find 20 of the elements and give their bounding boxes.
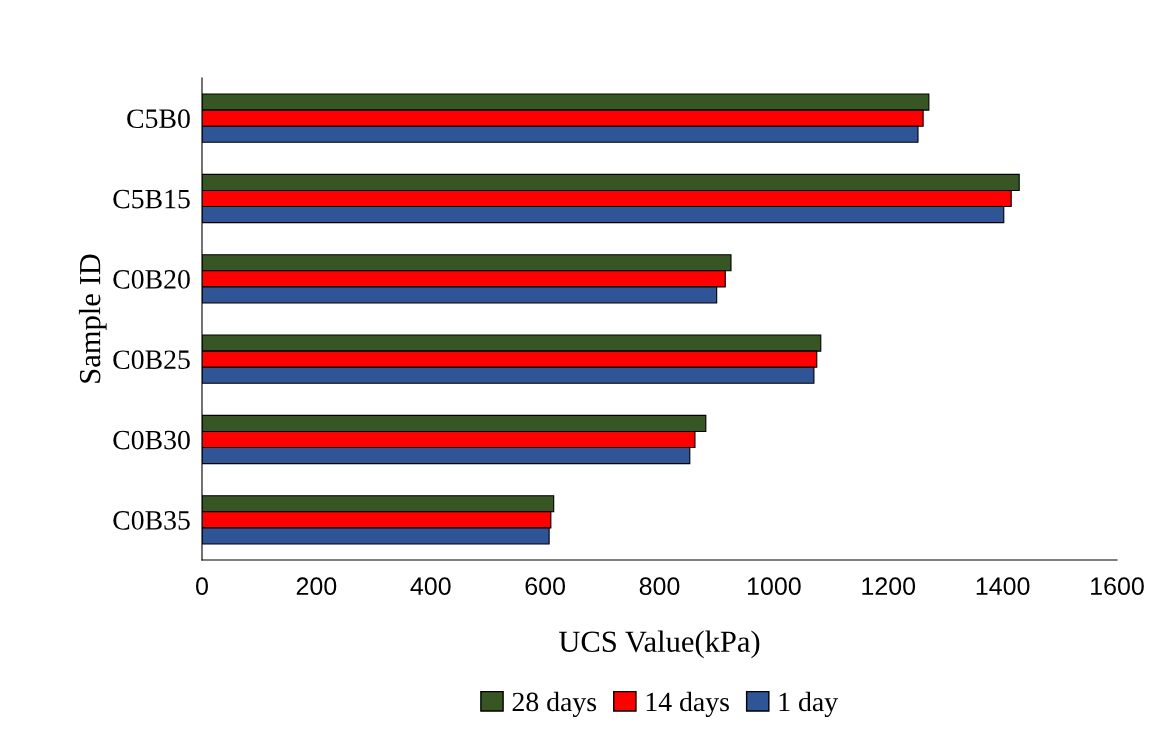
y-tick-label: C0B35	[113, 511, 190, 530]
x-tick-label: 1400	[976, 577, 1030, 596]
y-tick-label: C5B0	[127, 109, 190, 129]
x-tick-label: 0	[196, 577, 208, 596]
x-axis-title: UCS Value(kPa)	[559, 630, 760, 659]
x-tick-label: 400	[410, 577, 451, 596]
legend-label: 14 days	[646, 691, 729, 718]
legend-label: 28 days	[512, 691, 597, 718]
y-axis-title: Sample ID	[78, 254, 107, 383]
y-tick-label: C0B30	[113, 430, 190, 450]
legend-label: 1 day	[779, 691, 838, 718]
y-tick-label: C5B15	[113, 189, 190, 209]
x-tick-label: 1600	[1091, 577, 1144, 596]
x-tick-label: 1200	[862, 577, 916, 596]
x-tick-label: 800	[639, 577, 680, 596]
y-tick-label: C0B20	[113, 270, 190, 289]
y-tick-label: C0B25	[113, 350, 190, 370]
x-tick-label: 200	[296, 577, 337, 596]
x-tick-label: 600	[525, 577, 565, 596]
x-tick-label: 1000	[747, 577, 801, 596]
